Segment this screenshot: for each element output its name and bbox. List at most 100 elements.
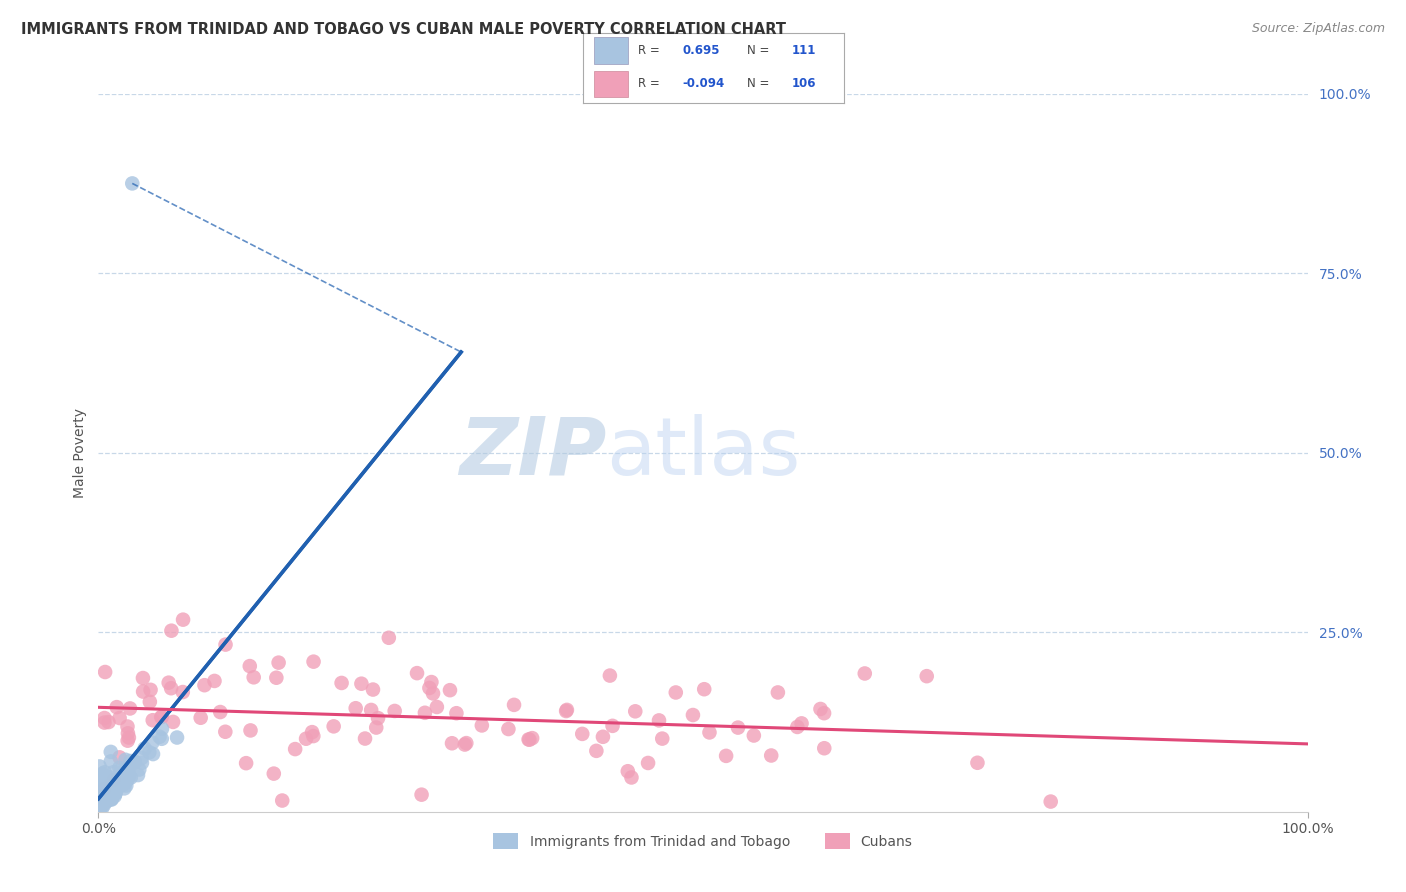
Point <box>111 772 134 786</box>
Text: N =: N = <box>748 78 769 90</box>
Point <box>101 785 124 799</box>
Point <box>91 796 114 810</box>
Point <box>93 715 115 730</box>
Point <box>204 673 226 688</box>
Point <box>439 683 461 698</box>
Point <box>150 710 173 724</box>
Point <box>139 682 162 697</box>
Point <box>89 791 111 805</box>
Point <box>214 638 236 652</box>
Point <box>131 756 153 770</box>
Point <box>100 755 122 769</box>
Point <box>93 765 115 780</box>
Point <box>94 785 117 799</box>
Point <box>360 703 382 717</box>
Point <box>648 714 671 728</box>
Point <box>727 721 749 735</box>
Point <box>302 729 325 743</box>
Point <box>98 790 121 805</box>
Point <box>111 767 134 781</box>
Point <box>271 793 294 807</box>
Point <box>117 764 139 779</box>
Point <box>150 722 173 736</box>
Point <box>114 764 136 778</box>
Point <box>162 714 184 729</box>
Point <box>555 703 578 717</box>
Point <box>418 681 440 695</box>
Point <box>263 766 285 780</box>
Point <box>112 766 135 780</box>
Point <box>100 792 122 806</box>
Point <box>114 775 136 789</box>
Bar <box>593 37 627 63</box>
Point <box>422 686 444 700</box>
Point <box>139 695 162 709</box>
Point <box>1039 795 1062 809</box>
Point <box>108 711 131 725</box>
Point <box>96 794 118 808</box>
Point <box>100 791 122 805</box>
Point <box>471 718 494 732</box>
Point <box>118 769 141 783</box>
Point <box>413 706 436 720</box>
Point <box>302 655 325 669</box>
Point <box>91 801 114 815</box>
Text: 111: 111 <box>792 44 815 57</box>
Point <box>193 678 215 692</box>
Point <box>101 787 124 801</box>
Point <box>134 741 156 756</box>
Point <box>90 797 112 812</box>
Point <box>693 682 716 697</box>
Point <box>239 659 262 673</box>
Text: N =: N = <box>748 44 769 57</box>
Point <box>94 790 117 805</box>
Point <box>91 766 114 780</box>
Point <box>190 711 212 725</box>
Point <box>411 788 433 802</box>
Point <box>97 788 120 802</box>
Point <box>498 722 520 736</box>
Point <box>915 669 938 683</box>
Point <box>665 685 688 699</box>
Point <box>166 731 188 745</box>
Point <box>96 782 118 797</box>
Point <box>599 668 621 682</box>
Point <box>89 799 111 814</box>
Point <box>366 721 388 735</box>
Point <box>94 785 117 799</box>
Point <box>97 789 120 804</box>
Point <box>966 756 988 770</box>
Point <box>89 803 111 817</box>
Point <box>91 797 114 811</box>
Point <box>440 736 463 750</box>
Point <box>110 779 132 793</box>
Point <box>89 774 111 789</box>
Point <box>93 785 115 799</box>
Text: 0.695: 0.695 <box>682 44 720 57</box>
Point <box>118 731 141 745</box>
Point <box>89 789 111 804</box>
Point <box>520 731 543 746</box>
Point <box>97 780 120 795</box>
Point <box>90 797 112 812</box>
Point <box>637 756 659 770</box>
Point <box>132 684 155 698</box>
Point <box>96 773 118 788</box>
Point <box>284 742 307 756</box>
Point <box>117 733 139 747</box>
Point <box>132 671 155 685</box>
Point <box>93 786 115 800</box>
Point <box>104 786 127 800</box>
Point <box>714 748 737 763</box>
Point <box>367 711 389 725</box>
Point <box>617 764 640 779</box>
Point <box>114 753 136 767</box>
Point <box>90 792 112 806</box>
Point <box>90 795 112 809</box>
Point <box>148 730 170 744</box>
Point <box>90 788 112 802</box>
Point <box>517 732 540 747</box>
Text: ZIP: ZIP <box>458 414 606 491</box>
Point <box>354 731 377 746</box>
Point <box>426 700 449 714</box>
